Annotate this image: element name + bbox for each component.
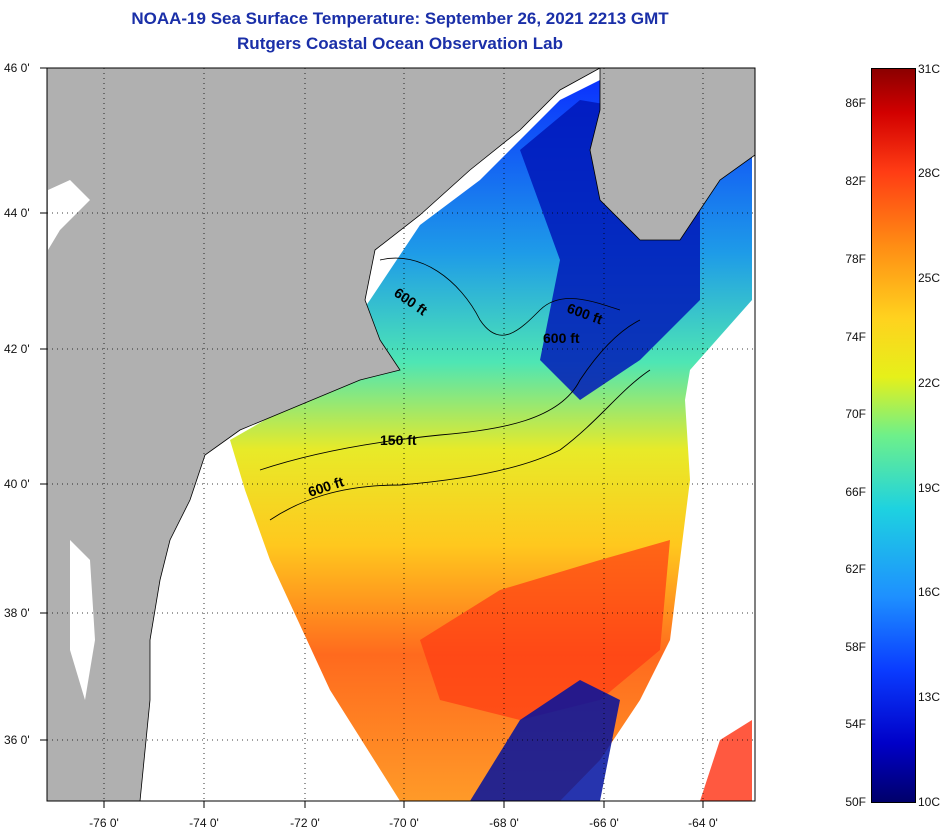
depth-contour-150ft	[259, 319, 641, 471]
colorbar-c-label: 28C	[918, 166, 941, 180]
temperature-colorbar	[871, 68, 916, 803]
colorbar-c-label: 16C	[918, 585, 941, 599]
colorbar-f-label: 82F	[845, 174, 866, 188]
warm-water-stream	[420, 540, 670, 720]
lat-tick-label: 36 0'	[4, 733, 30, 747]
lon-tick-label: -64 0'	[688, 816, 718, 830]
colorbar-c-label: 13C	[918, 690, 941, 704]
lon-tick-label: -72 0'	[290, 816, 320, 830]
lat-tick-label: 42 0'	[4, 342, 30, 356]
land-nova-scotia	[589, 68, 755, 241]
colorbar-c-label: 10C	[918, 795, 941, 809]
map-subtitle: Rutgers Coastal Ocean Observation Lab	[237, 34, 563, 53]
axis-ticks	[40, 67, 704, 808]
warm-patch-east	[700, 720, 752, 801]
colorbar-f-label: 54F	[845, 717, 866, 731]
lon-tick-label: -66 0'	[589, 816, 619, 830]
lat-tick-label: 44 0'	[4, 206, 30, 220]
lon-tick-label: -74 0'	[189, 816, 219, 830]
lon-tick-label: -76 0'	[89, 816, 119, 830]
plot-frame	[46, 67, 756, 802]
lat-tick-label: 40 0'	[4, 477, 30, 491]
colorbar-c-label: 19C	[918, 481, 941, 495]
lat-tick-label: 38 0'	[4, 606, 30, 620]
land-bay	[70, 540, 95, 700]
colorbar-f-label: 78F	[845, 252, 866, 266]
lat-lon-grid	[47, 68, 755, 801]
contour-label-4: 150 ft	[380, 432, 417, 448]
colorbar-f-label: 58F	[845, 640, 866, 654]
map-title: NOAA-19 Sea Surface Temperature: Septemb…	[131, 9, 669, 28]
depth-contour-gulf	[379, 257, 621, 336]
land-mass	[47, 68, 601, 801]
colorbar-f-label: 74F	[845, 330, 866, 344]
lon-tick-label: -68 0'	[489, 816, 519, 830]
colorbar-c-label: 25C	[918, 271, 941, 285]
colorbar-f-label: 86F	[845, 96, 866, 110]
colorbar-f-label: 66F	[845, 485, 866, 499]
colorbar-c-label: 31C	[918, 62, 941, 76]
lat-tick-label: 46 0'	[4, 61, 30, 75]
cold-eddy-south	[470, 680, 620, 801]
contour-label-3: 600 ft	[543, 330, 580, 346]
lon-tick-label: -70 0'	[389, 816, 419, 830]
colorbar-f-label: 50F	[845, 795, 866, 809]
colorbar-f-label: 70F	[845, 407, 866, 421]
colorbar-c-label: 22C	[918, 376, 941, 390]
colorbar-f-label: 62F	[845, 562, 866, 576]
land-lake	[48, 180, 90, 250]
depth-contour-600ft	[269, 369, 651, 521]
